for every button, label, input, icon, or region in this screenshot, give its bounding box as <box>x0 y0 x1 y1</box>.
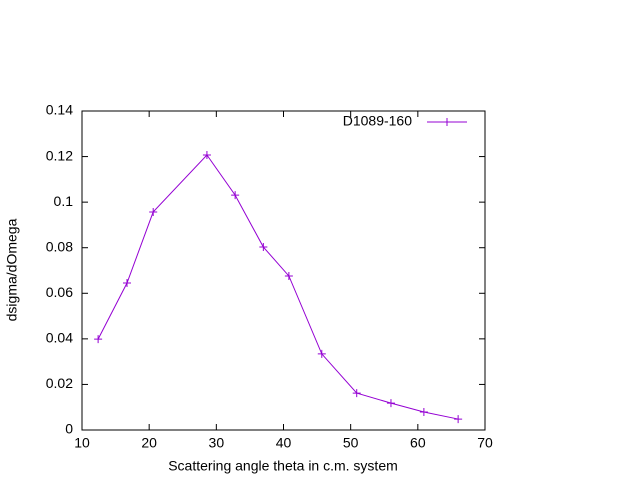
x-tick-label: 30 <box>209 435 225 451</box>
y-tick-label: 0.08 <box>46 238 73 254</box>
point-marker <box>259 243 268 252</box>
x-axis-label: Scattering angle theta in c.m. system <box>168 458 398 474</box>
x-tick-label: 50 <box>343 435 359 451</box>
y-tick-label: 0.14 <box>46 102 73 118</box>
point-marker <box>419 407 428 416</box>
point-marker <box>317 349 326 358</box>
x-tick-label: 10 <box>74 435 90 451</box>
x-tick-label: 20 <box>141 435 157 451</box>
y-tick-label: 0.04 <box>46 330 73 346</box>
point-marker <box>284 271 293 280</box>
x-tick-label: 70 <box>477 435 493 451</box>
point-marker <box>202 150 211 159</box>
point-marker <box>94 335 103 344</box>
y-axis-label: dsigma/dOmega <box>4 218 20 321</box>
point-marker <box>352 389 361 398</box>
y-tick-label: 0.1 <box>54 193 74 209</box>
point-marker <box>123 279 132 288</box>
y-tick-label: 0.12 <box>46 147 73 163</box>
legend-label: D1089-160 <box>343 113 412 129</box>
point-marker <box>454 415 463 424</box>
data-line <box>97 154 459 420</box>
legend-marker <box>443 118 451 126</box>
point-marker <box>386 399 395 408</box>
point-marker <box>231 191 240 200</box>
y-tick-label: 0 <box>65 421 73 437</box>
x-tick-label: 40 <box>276 435 292 451</box>
y-tick-label: 0.02 <box>46 375 73 391</box>
y-tick-label: 0.06 <box>46 284 73 300</box>
x-tick-label: 60 <box>410 435 426 451</box>
point-marker <box>149 207 158 216</box>
